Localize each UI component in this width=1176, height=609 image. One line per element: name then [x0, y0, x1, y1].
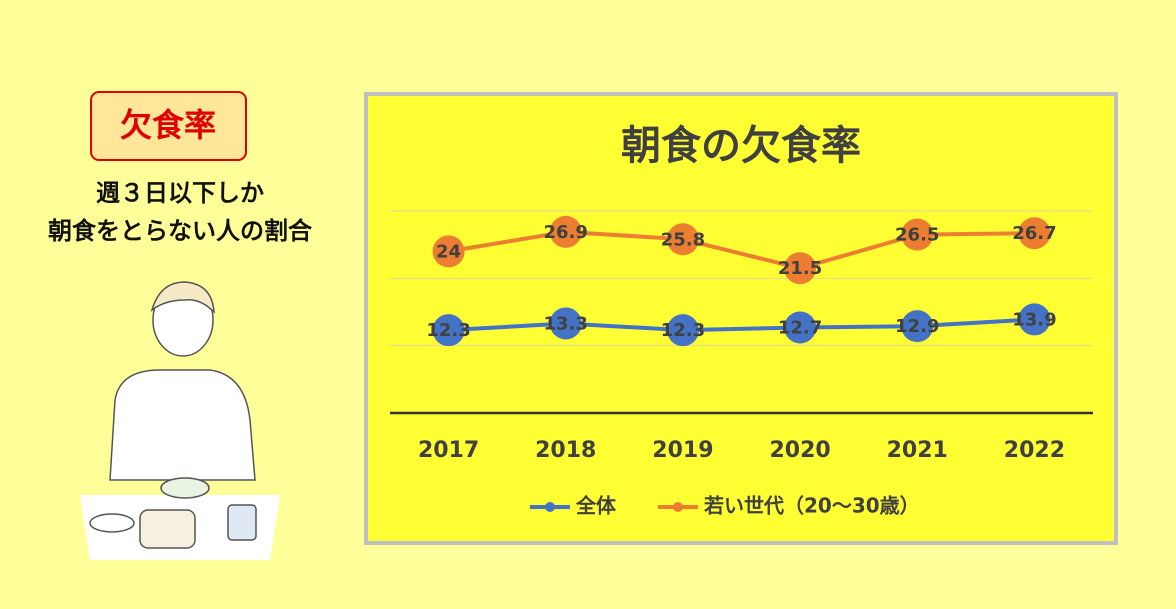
- legend-marker: [673, 502, 683, 512]
- badge-box: [90, 91, 247, 161]
- point: [432, 314, 465, 347]
- data-label: 21.5: [778, 258, 822, 279]
- data-label: 13.9: [1012, 309, 1056, 330]
- point: [666, 314, 699, 347]
- data-label: 12.3: [426, 320, 470, 341]
- data-label: 12.3: [661, 320, 705, 341]
- data-label: 26.7: [1012, 223, 1056, 244]
- data-label: 24: [436, 241, 461, 262]
- point: [1018, 303, 1051, 336]
- data-label: 26.5: [895, 225, 939, 246]
- caption-line: 週３日以下しか: [96, 179, 264, 207]
- legend-label: 全体: [575, 494, 617, 518]
- point: [784, 311, 817, 344]
- point: [901, 310, 934, 343]
- data-label: 26.9: [544, 222, 588, 243]
- chart-panel: [364, 92, 1118, 545]
- point: [1018, 217, 1051, 250]
- data-label: 13.3: [544, 313, 588, 334]
- point: [666, 223, 699, 256]
- x-tick-label: 2017: [418, 438, 479, 463]
- data-label: 25.8: [661, 229, 705, 250]
- series-line: [448, 317, 1035, 333]
- legend-label: 若い世代（20～30歳）: [703, 494, 920, 518]
- point: [549, 307, 582, 340]
- data-label: 12.9: [895, 316, 939, 337]
- chart-title: 朝食の欠食率: [621, 123, 861, 169]
- data-label: 12.7: [778, 317, 822, 338]
- x-tick-label: 2021: [887, 438, 948, 463]
- x-tick-label: 2019: [652, 438, 713, 463]
- series-line: [448, 229, 1035, 271]
- point: [549, 215, 582, 248]
- caption-line: 朝食をとらない人の割合: [48, 217, 313, 245]
- point: [784, 252, 817, 285]
- x-tick-label: 2020: [769, 438, 830, 463]
- point: [901, 218, 934, 251]
- x-tick-label: 2022: [1004, 438, 1065, 463]
- legend-marker: [545, 502, 555, 512]
- point: [432, 235, 465, 268]
- illustration: [80, 281, 280, 560]
- badge-text: 欠食率: [120, 106, 216, 144]
- x-tick-label: 2018: [535, 438, 596, 463]
